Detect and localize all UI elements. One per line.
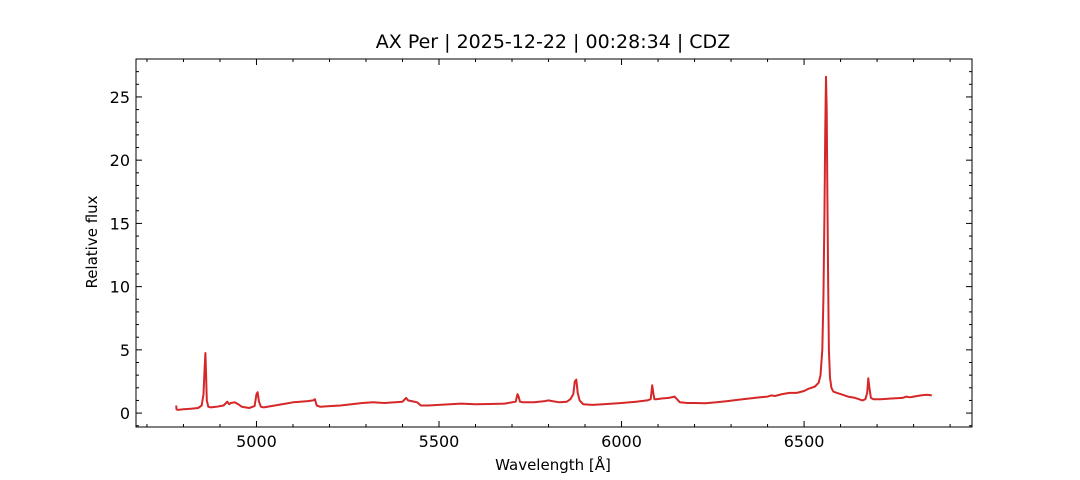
x-tick-label: 6500 xyxy=(784,432,825,451)
spectrum-line xyxy=(175,75,932,411)
y-tick-label: 25 xyxy=(110,88,130,107)
chart-title: AX Per | 2025-12-22 | 00:28:34 | CDZ xyxy=(376,31,730,53)
x-tick-label: 5500 xyxy=(419,432,460,451)
y-tick-label: 5 xyxy=(120,341,130,360)
x-tick-label: 5000 xyxy=(236,432,277,451)
plot-area xyxy=(175,75,932,411)
x-axis-label: Wavelength [Å] xyxy=(495,455,611,474)
y-tick-label: 20 xyxy=(110,151,130,170)
y-tick-label: 0 xyxy=(120,404,130,423)
x-tick-label: 6000 xyxy=(601,432,642,451)
axis-ticks: 5000 5500 6000 6500 0 5 10 15 20 25 xyxy=(110,58,972,451)
y-tick-label: 15 xyxy=(110,214,130,233)
plot-frame xyxy=(135,58,973,428)
y-axis-label: Relative flux xyxy=(83,195,101,288)
y-tick-label: 10 xyxy=(110,278,130,297)
